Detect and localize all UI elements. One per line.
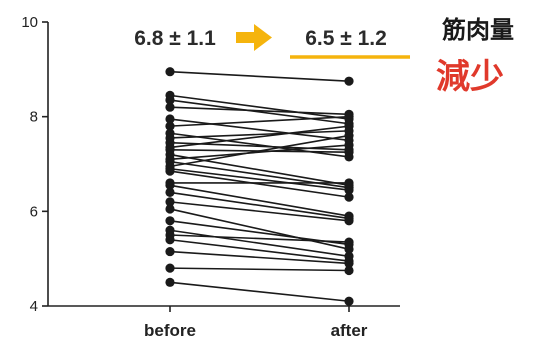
series-line-2	[169, 94, 350, 120]
data-point-21-before	[165, 197, 175, 207]
series-line-28	[169, 267, 350, 272]
series-lines	[169, 70, 350, 303]
data-point-1-after	[344, 76, 354, 86]
series-line-27	[169, 250, 350, 265]
series-line-5	[169, 118, 350, 142]
data-point-10-after	[344, 121, 354, 131]
series-line-12	[169, 153, 350, 187]
data-point-22-before	[165, 204, 175, 214]
series-line-26	[169, 238, 350, 262]
data-point-27-after	[344, 258, 354, 268]
data-point-19-before	[165, 180, 175, 190]
data-point-20-before	[165, 187, 175, 197]
data-point-21-after	[344, 216, 354, 226]
series-line-19	[169, 184, 350, 217]
series-line-8	[169, 130, 350, 139]
series-line-4	[169, 106, 350, 116]
data-point-6-after	[344, 112, 354, 122]
data-point-17-after	[344, 192, 354, 202]
series-line-1	[169, 70, 350, 82]
x-tick-label-before: before	[144, 321, 196, 340]
data-point-26-before	[165, 235, 175, 245]
axes	[42, 21, 400, 312]
after-stat-label: 6.5 ± 1.2	[305, 27, 387, 50]
series-line-25	[169, 234, 350, 243]
data-point-28-after	[344, 265, 354, 276]
series-line-3	[169, 99, 350, 125]
data-point-15-after	[344, 131, 354, 141]
data-point-17-before	[165, 166, 175, 176]
tick-labels: 4 6 8 10 before after	[21, 14, 367, 340]
data-point-18-after	[344, 178, 354, 188]
data-point-1-before	[165, 67, 175, 77]
data-point-6-before	[165, 121, 175, 131]
data-point-16-after	[344, 185, 354, 195]
series-line-24	[169, 229, 350, 258]
arrow-right-icon	[236, 24, 272, 51]
before-stat-label: 6.8 ± 1.1	[134, 27, 216, 50]
series-line-6	[169, 115, 350, 127]
data-point-5-before	[165, 114, 175, 124]
series-line-15	[169, 134, 350, 168]
note-decrease: 減少	[436, 57, 504, 97]
data-points	[165, 67, 354, 306]
x-tick-label-after: after	[331, 321, 368, 340]
series-line-21	[169, 201, 350, 222]
data-point-28-before	[165, 263, 175, 273]
series-line-13	[169, 144, 350, 161]
series-line-29	[169, 281, 350, 303]
series-line-16	[169, 167, 350, 191]
data-point-13-after	[344, 140, 354, 150]
series-line-10	[169, 125, 350, 149]
data-point-27-before	[165, 246, 175, 257]
data-point-29-after	[344, 296, 354, 306]
data-point-25-after	[344, 237, 354, 247]
data-point-4-before	[165, 102, 175, 112]
note-muscle-mass: 筋肉量	[441, 16, 514, 44]
y-tick-label: 4	[30, 298, 38, 315]
series-line-17	[169, 170, 350, 198]
data-point-3-before	[165, 95, 175, 105]
y-tick-label: 6	[30, 203, 38, 220]
data-point-29-before	[165, 277, 175, 287]
series-line-22	[169, 208, 350, 250]
data-point-11-after	[344, 147, 354, 157]
data-point-23-before	[165, 216, 175, 226]
y-tick-label: 10	[21, 14, 38, 31]
y-tick-label: 8	[30, 109, 38, 126]
series-line-20	[169, 191, 350, 220]
